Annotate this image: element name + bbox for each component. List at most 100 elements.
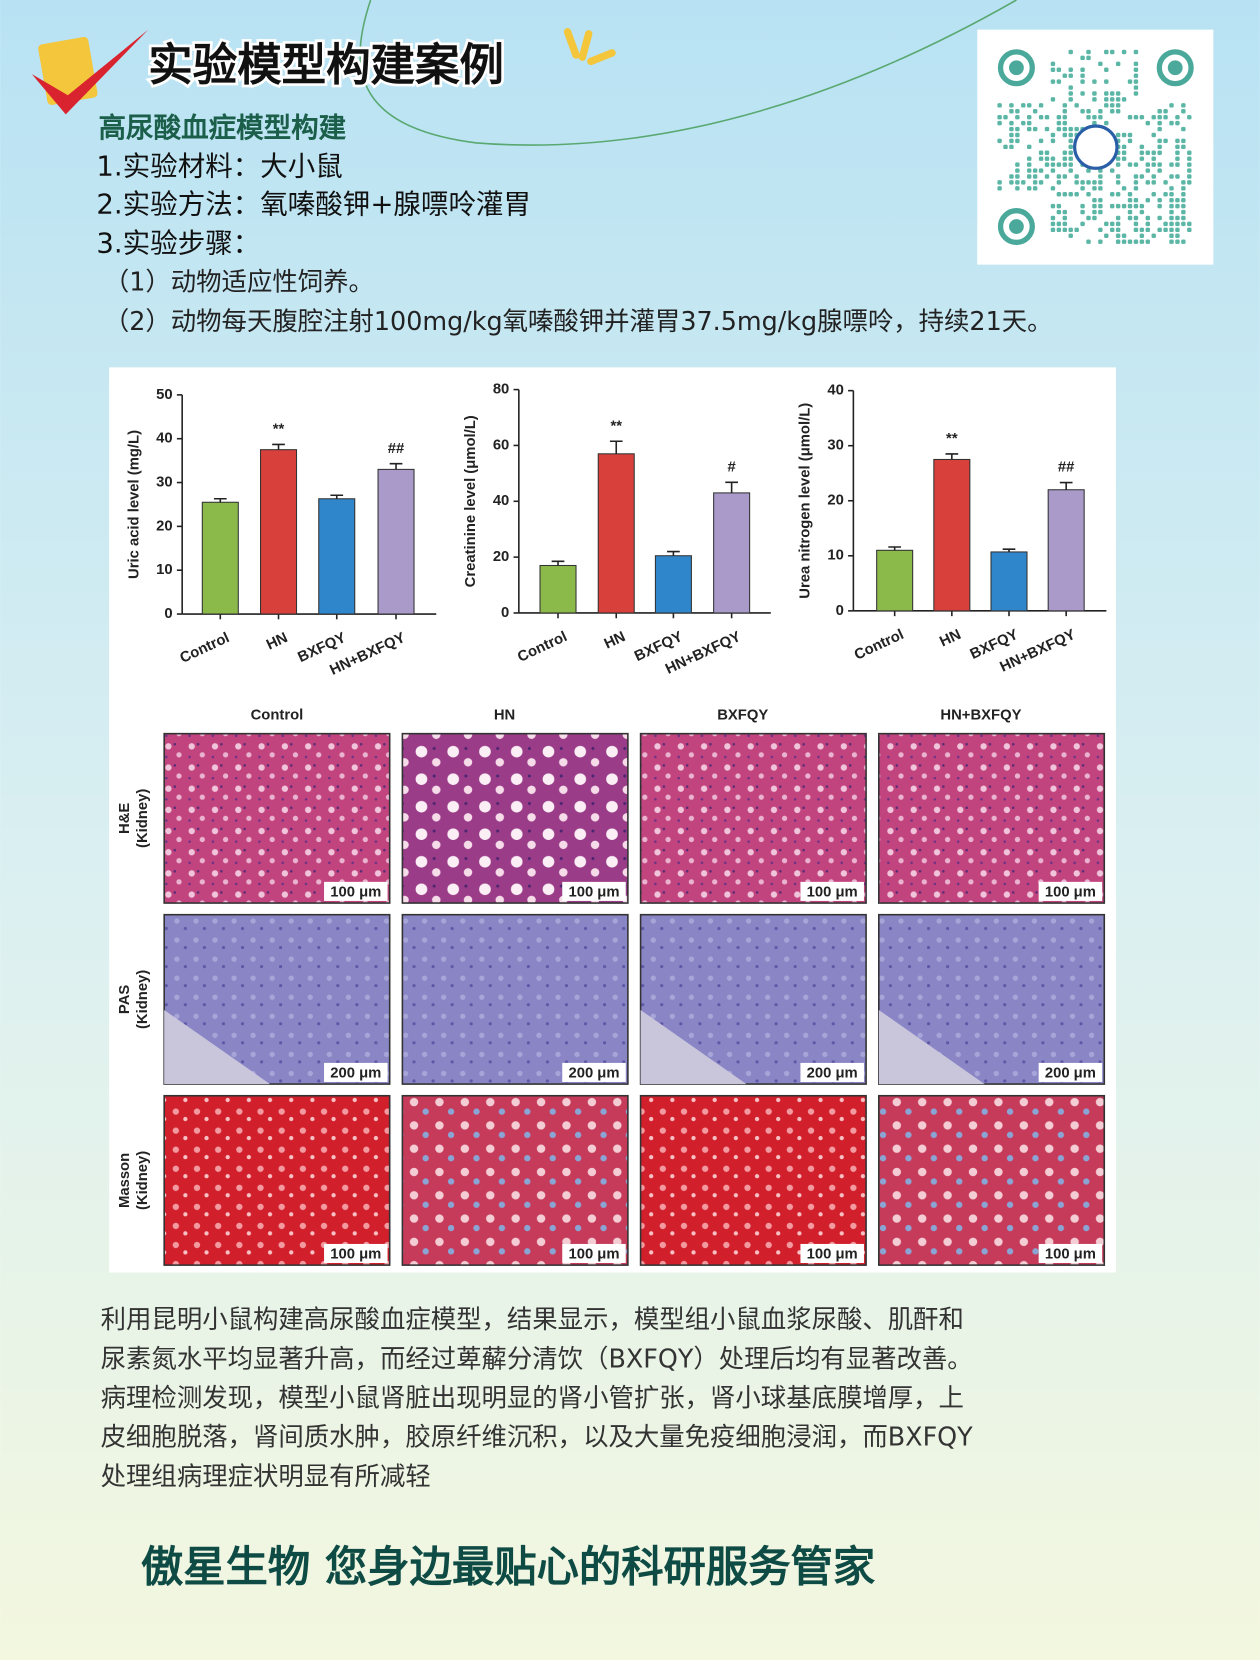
- qr-dot: [1121, 156, 1127, 161]
- qr-dot: [1050, 156, 1056, 161]
- scale-bar-label: 200 μm: [807, 1065, 858, 1081]
- micrograph: [401, 1094, 629, 1266]
- qr-dot: [1027, 168, 1032, 173]
- qr-dot: [1175, 174, 1180, 179]
- qr-dot: [1062, 114, 1068, 120]
- qr-dot: [1062, 174, 1068, 179]
- qr-dot: [1110, 203, 1115, 209]
- qr-dot: [1068, 138, 1073, 144]
- qr-dot: [1121, 97, 1127, 102]
- qr-dot: [1175, 233, 1180, 238]
- qr-finder: [997, 49, 1035, 87]
- qr-dot: [1068, 67, 1073, 72]
- qr-dot: [1115, 109, 1121, 114]
- qr-dot: [1110, 97, 1115, 102]
- column-header: HN+BXFQY: [940, 708, 1021, 724]
- qr-dot: [1115, 174, 1121, 179]
- qr-dot: [1145, 197, 1151, 203]
- qr-dot: [1115, 215, 1121, 221]
- qr-dot: [1098, 209, 1103, 215]
- qr-dot: [1163, 109, 1168, 114]
- qr-dot: [1092, 180, 1097, 185]
- qr-dot: [1145, 221, 1151, 227]
- y-tick-label: 10: [827, 548, 843, 564]
- qr-dot: [1145, 239, 1151, 244]
- qr-dot: [1115, 227, 1121, 233]
- micrograph: [163, 1094, 391, 1266]
- qr-dot: [1133, 67, 1139, 72]
- qr-dot: [1080, 55, 1085, 61]
- qr-dot: [1115, 132, 1121, 138]
- error-bar: [389, 462, 403, 470]
- qr-dot: [1050, 79, 1056, 84]
- qr-dot: [1080, 203, 1085, 209]
- bar: [597, 453, 635, 614]
- qr-dot: [1038, 156, 1044, 161]
- qr-dot: [1157, 197, 1162, 203]
- qr-dot: [1139, 156, 1145, 161]
- error-bar: [1002, 548, 1016, 552]
- qr-dot: [1015, 138, 1020, 144]
- qr-dot: [1169, 162, 1174, 167]
- y-tick-label: 30: [827, 438, 843, 454]
- qr-dot: [1163, 180, 1168, 185]
- qr-dot: [1080, 221, 1085, 227]
- qr-dot: [1056, 126, 1062, 132]
- significance-mark: **: [946, 431, 958, 447]
- qr-dot: [1157, 138, 1162, 144]
- qr-dot: [1181, 109, 1186, 114]
- qr-dot: [1115, 233, 1121, 238]
- paragraph-line: 处理组病理症状明显有所减轻: [101, 1461, 431, 1491]
- qr-dot: [1175, 138, 1180, 144]
- qr-dot: [1062, 126, 1068, 132]
- qr-dot: [1086, 215, 1091, 221]
- qr-dot: [1044, 126, 1050, 132]
- bar: [990, 551, 1028, 612]
- qr-dot: [1175, 221, 1180, 227]
- qr-dot: [1133, 197, 1139, 203]
- qr-dot: [1062, 103, 1068, 108]
- qr-dot: [1104, 91, 1109, 96]
- qr-dot: [1133, 186, 1139, 191]
- scale-bar-box: [1038, 1243, 1103, 1263]
- qr-dot: [1163, 192, 1168, 197]
- qr-dot: [1115, 180, 1121, 185]
- qr-dot: [1027, 120, 1032, 126]
- column-header: BXFQY: [717, 708, 768, 724]
- y-tick-label: 0: [836, 603, 844, 619]
- qr-dot: [1169, 203, 1174, 209]
- qr-dot: [1121, 239, 1127, 244]
- qr-dot: [1157, 162, 1162, 167]
- scale-bar-label: 100 μm: [1045, 884, 1096, 900]
- qr-dot: [1086, 109, 1091, 114]
- y-tick-label: 10: [156, 562, 172, 578]
- qr-finder: [1167, 60, 1183, 76]
- qr-dot: [1175, 239, 1180, 244]
- scale-bar-label: 100 μm: [330, 1246, 381, 1262]
- qr-dot: [1056, 180, 1062, 185]
- qr-dot: [1187, 180, 1192, 185]
- bar: [377, 468, 415, 615]
- qr-dot: [1181, 126, 1186, 132]
- qr-dot: [1151, 114, 1156, 120]
- qr-dot: [1068, 150, 1073, 155]
- qr-dot: [1127, 132, 1133, 138]
- qr-dot: [997, 114, 1002, 120]
- qr-dot: [1110, 192, 1115, 197]
- qr-dot: [997, 103, 1002, 108]
- qr-dot: [997, 120, 1002, 126]
- qr-dot: [1169, 227, 1174, 233]
- qr-dot: [1157, 120, 1162, 126]
- qr-dot: [1098, 174, 1103, 179]
- scale-bar-box: [324, 1062, 388, 1082]
- qr-dot: [1133, 79, 1139, 84]
- qr-dot: [1068, 168, 1073, 173]
- qr-dot: [1181, 215, 1186, 221]
- qr-dot: [1032, 168, 1038, 173]
- qr-dot: [1121, 144, 1127, 150]
- qr-dot: [1133, 180, 1139, 185]
- qr-dot: [1050, 186, 1056, 191]
- qr-dot: [1050, 215, 1056, 221]
- qr-dot: [1169, 239, 1174, 244]
- qr-dot: [1015, 114, 1020, 120]
